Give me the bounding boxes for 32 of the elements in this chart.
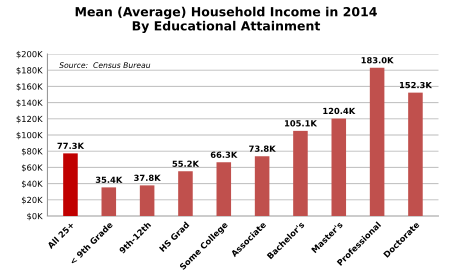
y-tick-label: $40K xyxy=(22,180,43,188)
data-label: 120.4K xyxy=(323,108,356,114)
y-tick-label: $160K xyxy=(16,83,43,91)
data-label: 77.3K xyxy=(58,142,84,149)
y-tick-label: $180K xyxy=(16,67,43,75)
y-tick-label: $100K xyxy=(16,132,43,140)
data-label: 55.2K xyxy=(172,160,200,167)
y-tick-label: $60K xyxy=(22,164,43,172)
bar xyxy=(331,118,346,216)
y-tick-label: $200K xyxy=(16,50,43,58)
bar xyxy=(254,156,270,216)
y-tick-label: $120K xyxy=(16,116,43,124)
data-label: 183.0K xyxy=(362,57,394,64)
data-label: 37.8K xyxy=(134,174,161,181)
data-label: 105.1K xyxy=(284,120,318,126)
data-label: 35.4K xyxy=(96,176,123,183)
bar xyxy=(140,185,154,216)
y-tick-label: $0K xyxy=(27,212,43,220)
bar xyxy=(178,171,193,216)
data-label: 66.3K xyxy=(210,152,238,158)
data-label: 73.8K xyxy=(249,146,276,152)
bar xyxy=(102,187,116,216)
bar xyxy=(293,130,308,216)
y-tick-label: $80K xyxy=(22,148,43,156)
bar xyxy=(408,92,423,216)
y-tick-label: $140K xyxy=(16,99,43,107)
bar xyxy=(216,162,232,216)
chart-title: Mean (Average) Household Income in 2014 By Educational Attainment xyxy=(76,6,377,34)
data-label: 152.3K xyxy=(400,82,432,88)
bar xyxy=(63,153,78,216)
y-tick-label: $20K xyxy=(22,196,43,204)
bar xyxy=(370,68,384,216)
